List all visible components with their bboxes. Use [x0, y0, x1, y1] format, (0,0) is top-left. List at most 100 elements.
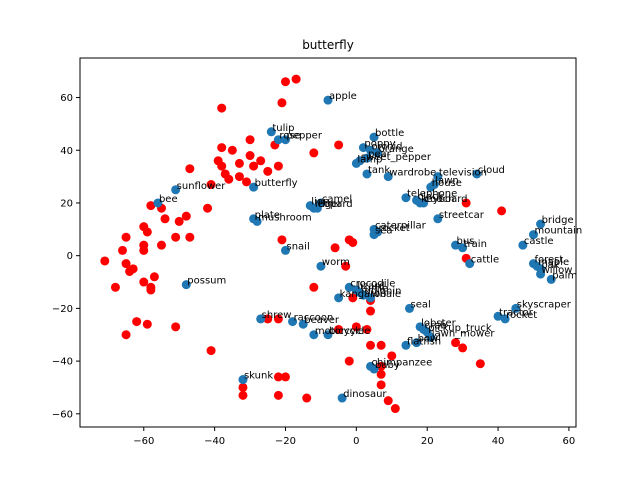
- unlabeled-point-38: [118, 245, 128, 255]
- labeled-point-8: [362, 153, 372, 163]
- labeled-point-14: [472, 169, 482, 179]
- unlabeled-point-60: [348, 238, 358, 247]
- labeled-point-57: [500, 314, 510, 324]
- labeled-point-72: [337, 393, 347, 403]
- point-label-16: house: [432, 178, 462, 189]
- labeled-point-64: [309, 330, 319, 340]
- labeled-point-66: [426, 332, 436, 342]
- point-label-41: worm: [322, 257, 350, 268]
- unlabeled-point-52: [206, 346, 216, 356]
- unlabeled-point-56: [273, 390, 283, 400]
- labeled-point-65: [323, 330, 333, 340]
- unlabeled-point-50: [121, 330, 131, 340]
- point-label-19: bee: [159, 194, 178, 205]
- y-tick-label-3: 0: [67, 251, 73, 262]
- labeled-point-6: [366, 145, 376, 155]
- point-label-69: chimpanzee: [372, 357, 433, 368]
- labeled-point-23: [312, 203, 322, 213]
- point-label-55: skyscraper: [517, 299, 572, 310]
- point-label-39: cattle: [471, 255, 499, 266]
- y-axis: −60 −40 −20 0 20 40 60: [52, 93, 80, 420]
- labeled-point-2: [266, 127, 276, 137]
- labeled-point-18: [171, 185, 181, 195]
- unlabeled-point-16: [249, 161, 259, 171]
- labeled-point-41: [316, 261, 326, 271]
- unlabeled-point-8: [217, 143, 227, 153]
- point-label-35: rocket: [379, 223, 410, 234]
- labeled-point-40: [280, 245, 290, 255]
- unlabeled-point-37: [139, 245, 149, 255]
- point-label-45: willow: [542, 265, 573, 276]
- unlabeled-point-6: [309, 148, 319, 158]
- point-label-3: rose: [279, 131, 300, 142]
- point-label-4: pepper: [286, 131, 322, 142]
- point-label-62: crab: [425, 320, 447, 331]
- labeled-point-29: [252, 216, 262, 226]
- unlabeled-point-73: [366, 340, 376, 350]
- unlabeled-point-78: [376, 380, 386, 390]
- y-tick-label-6: 60: [60, 93, 73, 104]
- point-label-22: leopard: [315, 199, 353, 210]
- unlabeled-point-4: [245, 135, 255, 145]
- point-label-5: poppy: [364, 139, 395, 150]
- point-label-24: telephone: [407, 189, 457, 200]
- point-label-8: pear: [368, 149, 392, 160]
- point-label-27: couch: [425, 194, 455, 205]
- point-label-28: plate: [255, 210, 280, 221]
- unlabeled-point-13: [217, 161, 227, 171]
- unlabeled-point-58: [277, 235, 287, 245]
- point-label-36: sea: [375, 226, 393, 237]
- unlabeled-point-67: [263, 314, 273, 324]
- x-tick-label-3: 0: [353, 436, 359, 447]
- point-label-58: shrew: [262, 310, 292, 321]
- point-label-21: lion: [311, 197, 329, 208]
- point-label-70: baby: [375, 360, 400, 371]
- unlabeled-point-85: [497, 206, 507, 216]
- point-label-32: mountain: [534, 226, 582, 237]
- labeled-point-67: [401, 340, 411, 350]
- labeled-point-13: [433, 172, 443, 182]
- unlabeled-point-70: [351, 322, 361, 332]
- point-label-51: kangaroo: [340, 289, 387, 300]
- point-label-15: lawn: [435, 176, 458, 187]
- point-label-12: wardrobe: [389, 168, 436, 179]
- unlabeled-point-31: [142, 227, 152, 237]
- labeled-point-70: [369, 364, 379, 374]
- plot-frame: [79, 57, 577, 428]
- point-label-47: possum: [187, 276, 226, 287]
- unlabeled-point-42: [125, 266, 135, 276]
- unlabeled-point-61: [330, 243, 340, 253]
- point-label-7: orange: [379, 144, 414, 155]
- unlabeled-point-20: [224, 174, 234, 184]
- unlabeled-point-76: [376, 361, 386, 371]
- y-tick-label-4: 20: [60, 198, 73, 209]
- unlabeled-point-14: [234, 158, 244, 168]
- labeled-point-4: [280, 135, 290, 145]
- point-label-44: oak: [542, 260, 560, 271]
- unlabeled-point-26: [174, 216, 184, 226]
- unlabeled-point-69: [334, 324, 344, 334]
- unlabeled-point-27: [160, 214, 170, 224]
- unlabeled-point-18: [263, 166, 273, 176]
- x-tick-label-6: 60: [563, 436, 576, 447]
- labeled-point-68: [412, 338, 422, 348]
- labeled-point-48: [344, 282, 354, 292]
- point-label-56: tractor: [499, 307, 534, 318]
- unlabeled-point-3: [217, 103, 227, 113]
- point-label-26: keyboard: [421, 194, 467, 205]
- labeled-point-10: [351, 158, 361, 168]
- unlabeled-point-28: [146, 201, 156, 211]
- unlabeled-point-75: [387, 351, 397, 361]
- unlabeled-point-23: [242, 177, 252, 187]
- unlabeled-point-2: [277, 98, 287, 108]
- unlabeled-point-49: [142, 319, 152, 329]
- unlabeled-point-33: [171, 232, 181, 242]
- unlabeled-point-36: [121, 232, 131, 242]
- labeled-point-36: [369, 230, 379, 240]
- point-label-31: bridge: [542, 215, 574, 226]
- x-tick-label-1: −40: [204, 436, 225, 447]
- labeled-point-7: [373, 148, 383, 158]
- x-tick-label-2: −20: [275, 436, 296, 447]
